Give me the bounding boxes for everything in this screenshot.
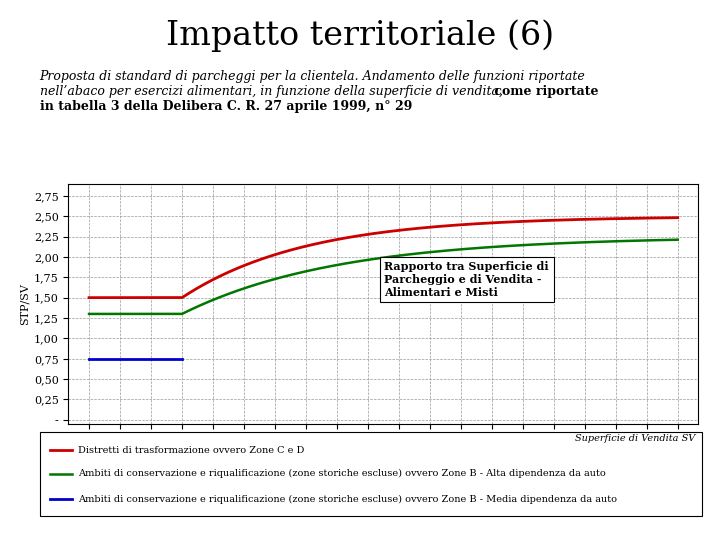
- Text: nell’abaco per esercizi alimentari, in funzione della superficie di vendita,: nell’abaco per esercizi alimentari, in f…: [40, 85, 503, 98]
- Text: Superficie di Vendita SV: Superficie di Vendita SV: [575, 434, 695, 443]
- Text: come riportate: come riportate: [490, 85, 598, 98]
- Text: Ambiti di conservazione e riqualificazione (zone storiche escluse) ovvero Zone B: Ambiti di conservazione e riqualificazio…: [78, 469, 606, 478]
- Text: Impatto territoriale (6): Impatto territoriale (6): [166, 19, 554, 51]
- Y-axis label: STP/SV: STP/SV: [19, 283, 30, 325]
- Text: in tabella 3 della Delibera C. R. 27 aprile 1999, n° 29: in tabella 3 della Delibera C. R. 27 apr…: [40, 100, 412, 113]
- Text: Proposta di standard di parcheggi per la clientela. Andamento delle funzioni rip: Proposta di standard di parcheggi per la…: [40, 70, 585, 83]
- Text: Rapporto tra Superficie di
Parcheggio e di Vendita -
Alimentari e Misti: Rapporto tra Superficie di Parcheggio e …: [384, 261, 549, 298]
- Text: Ambiti di conservazione e riqualificazione (zone storiche escluse) ovvero Zone B: Ambiti di conservazione e riqualificazio…: [78, 495, 617, 503]
- Text: Distretti di trasformazione ovvero Zone C e D: Distretti di trasformazione ovvero Zone …: [78, 446, 304, 455]
